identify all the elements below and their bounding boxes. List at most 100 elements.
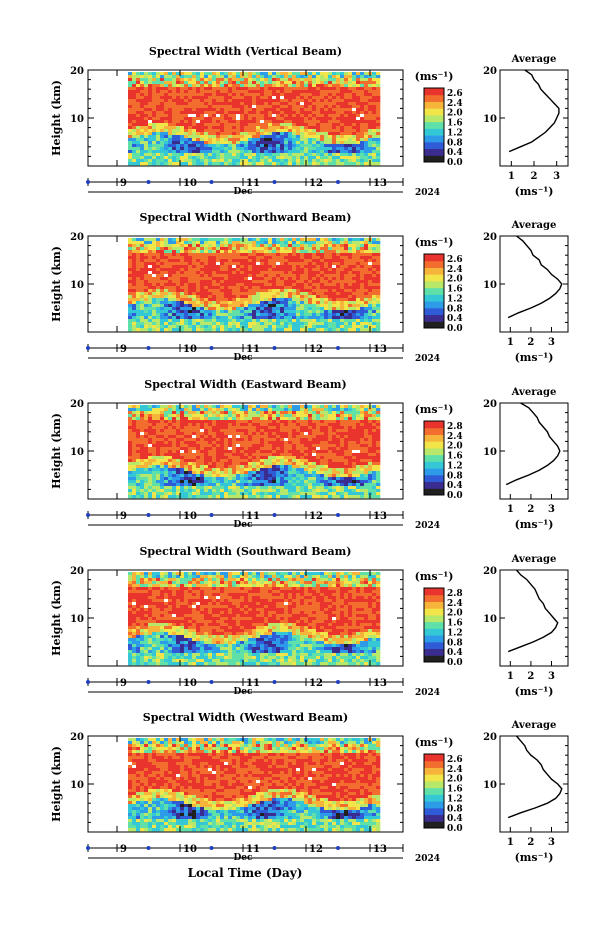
heatmap-cell bbox=[196, 135, 201, 139]
heatmap-cell bbox=[176, 93, 181, 97]
heatmap-cell bbox=[184, 414, 189, 418]
heatmap-cell bbox=[136, 99, 141, 103]
heatmap-cell bbox=[192, 480, 197, 484]
heatmap-cell bbox=[224, 250, 229, 254]
heatmap-cell bbox=[264, 295, 269, 299]
heatmap-cell bbox=[236, 414, 241, 418]
heatmap-cell bbox=[176, 489, 181, 493]
heatmap-cell bbox=[232, 96, 237, 100]
heatmap-cell bbox=[296, 72, 301, 76]
heatmap-cell bbox=[200, 150, 205, 154]
heatmap-cell bbox=[276, 292, 281, 296]
heatmap-cell bbox=[192, 144, 197, 148]
heatmap-cell bbox=[260, 262, 265, 266]
heatmap-cell bbox=[252, 72, 257, 76]
heatmap-cell bbox=[184, 150, 189, 154]
heatmap-cell bbox=[240, 147, 245, 151]
heatmap-cell bbox=[220, 456, 225, 460]
heatmap-cell bbox=[256, 325, 261, 329]
heatmap-cell bbox=[232, 465, 237, 469]
heatmap-cell bbox=[160, 114, 165, 118]
heatmap-cell bbox=[276, 78, 281, 82]
heatmap-cell bbox=[156, 316, 161, 320]
heatmap-cell bbox=[160, 432, 165, 436]
heatmap-cell bbox=[376, 283, 381, 287]
heatmap-cell bbox=[336, 244, 341, 248]
half-day-marker bbox=[146, 180, 151, 184]
heatmap-cell bbox=[340, 87, 345, 91]
heatmap-cell bbox=[192, 162, 197, 166]
colorbar-segment bbox=[424, 155, 444, 163]
heatmap-cell bbox=[148, 253, 153, 257]
heatmap-cell bbox=[232, 462, 237, 466]
heatmap-cell bbox=[252, 153, 257, 157]
heatmap-cell bbox=[164, 126, 169, 130]
heatmap-cell bbox=[256, 328, 261, 332]
heatmap-cell bbox=[284, 268, 289, 272]
heatmap-cell bbox=[224, 238, 229, 242]
heatmap-cell bbox=[352, 325, 357, 329]
heatmap-cell bbox=[160, 310, 165, 314]
heatmap-cell bbox=[136, 301, 141, 305]
heatmap-cell bbox=[216, 81, 221, 85]
heatmap-cell bbox=[216, 265, 221, 269]
heatmap-cell bbox=[160, 459, 165, 463]
heatmap-cell bbox=[152, 474, 157, 478]
heatmap-cell bbox=[160, 150, 165, 154]
heatmap-cell bbox=[332, 111, 337, 115]
heatmap-cell bbox=[136, 265, 141, 269]
heatmap-cell bbox=[348, 102, 353, 106]
heatmap-cell bbox=[304, 241, 309, 245]
heatmap-cell bbox=[136, 474, 141, 478]
heatmap-cell bbox=[140, 141, 145, 145]
heatmap-cell bbox=[128, 271, 133, 275]
heatmap-cell bbox=[208, 423, 213, 427]
heatmap-cell bbox=[268, 301, 273, 305]
heatmap-cell bbox=[168, 144, 173, 148]
heatmap-cell bbox=[340, 307, 345, 311]
heatmap-cell bbox=[300, 120, 305, 124]
heatmap-cell bbox=[156, 447, 161, 451]
heatmap-cell bbox=[128, 453, 133, 457]
heatmap-cell bbox=[356, 289, 361, 293]
heatmap-cell bbox=[296, 141, 301, 145]
heatmap-cell bbox=[364, 277, 369, 281]
heatmap-cell bbox=[316, 313, 321, 317]
heatmap-cell bbox=[244, 162, 249, 166]
heatmap-cell bbox=[356, 72, 361, 76]
heatmap-cell bbox=[252, 289, 257, 293]
heatmap-cell bbox=[320, 126, 325, 130]
heatmap-cell bbox=[228, 268, 233, 272]
heatmap-cell bbox=[308, 72, 313, 76]
heatmap-cell bbox=[376, 274, 381, 278]
heatmap-cell bbox=[136, 87, 141, 91]
heatmap-cell bbox=[128, 316, 133, 320]
heatmap-cell bbox=[184, 138, 189, 142]
heatmap-cell bbox=[176, 244, 181, 248]
heatmap-cell bbox=[228, 159, 233, 163]
heatmap-cell bbox=[244, 111, 249, 115]
heatmap-cell bbox=[372, 295, 377, 299]
heatmap-cell bbox=[188, 96, 193, 100]
heatmap-cell bbox=[348, 111, 353, 115]
heatmap-cell bbox=[152, 250, 157, 254]
heatmap-cell bbox=[292, 159, 297, 163]
heatmap-cell bbox=[192, 471, 197, 475]
heatmap-cell bbox=[172, 117, 177, 121]
heatmap-cell bbox=[232, 301, 237, 305]
heatmap-cell bbox=[220, 325, 225, 329]
heatmap-cell bbox=[128, 441, 133, 445]
heatmap-cell bbox=[228, 289, 233, 293]
heatmap-cell bbox=[164, 120, 169, 124]
heatmap-cell bbox=[328, 298, 333, 302]
heatmap-cell bbox=[336, 162, 341, 166]
panel-3: Spectral Width (Eastward Beam)Height (km… bbox=[50, 378, 569, 531]
heatmap-cell bbox=[236, 328, 241, 332]
heatmap-cell bbox=[292, 162, 297, 166]
heatmap-cell bbox=[188, 438, 193, 442]
heatmap-cell bbox=[276, 280, 281, 284]
heatmap-cell bbox=[156, 313, 161, 317]
heatmap-cell bbox=[284, 301, 289, 305]
heatmap-cell bbox=[236, 238, 241, 242]
heatmap-cell bbox=[328, 129, 333, 133]
